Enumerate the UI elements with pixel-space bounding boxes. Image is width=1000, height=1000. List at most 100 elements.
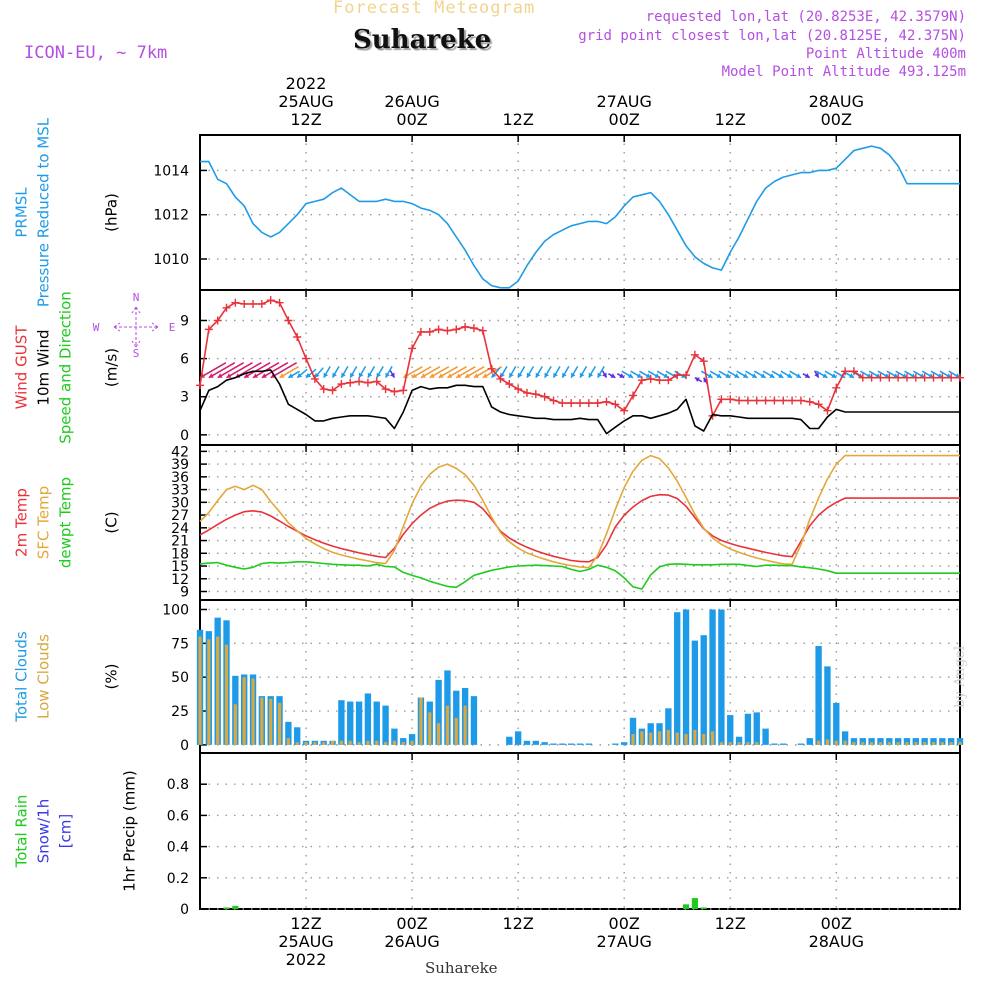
clouds-bar: [727, 715, 734, 745]
wind-gust-marker: [593, 399, 602, 408]
clouds-bar: [921, 738, 928, 745]
wind-gust-marker: [249, 299, 258, 308]
wind-arrow-head: [769, 373, 775, 378]
clouds-bar: [366, 740, 370, 745]
wind-gust-marker: [849, 367, 858, 376]
wind-arrow: [588, 366, 596, 379]
model-label: ICON-EU, ~ 7km: [24, 43, 168, 63]
precip-bar: [700, 907, 707, 909]
temperature-ylabel-series: dewpt Temp: [57, 477, 75, 568]
wind-arrow: [630, 370, 643, 379]
temperature-ylabel-series: SFC Temp: [35, 486, 53, 559]
wind-arrow: [420, 366, 441, 379]
wind-arrow-head: [734, 373, 740, 378]
time-label-bottom: 12Z: [290, 914, 321, 933]
clouds-bar: [700, 635, 707, 745]
wind-arrow-head: [244, 373, 250, 378]
wind-gust-marker: [434, 325, 443, 334]
wind-arrow-head: [910, 373, 916, 378]
wind-gust-marker: [743, 396, 752, 405]
clouds-bar: [841, 731, 849, 745]
point-altitude: Point Altitude 400m: [805, 46, 966, 62]
wind-arrow: [736, 370, 749, 379]
clouds-bar: [445, 705, 450, 745]
clouds-bar: [753, 712, 760, 745]
wind-gust-marker: [620, 406, 629, 415]
clouds-bar: [216, 636, 220, 745]
clouds-bar: [348, 740, 352, 745]
wind-arrow: [411, 366, 432, 379]
clouds-bar: [709, 609, 716, 745]
wind-arrow: [868, 370, 881, 379]
clouds-bar: [771, 743, 778, 745]
wind-arrow: [331, 366, 340, 379]
temperature-ytick-label: 36: [171, 470, 189, 486]
clouds-bar: [665, 708, 672, 745]
wind-ytick-label: 0: [180, 428, 189, 444]
wind-arrow-head: [955, 373, 960, 378]
clouds-bar: [649, 732, 653, 745]
wind-arrow: [340, 366, 349, 379]
wind-arrow-head: [822, 373, 828, 378]
wind-gust-marker: [496, 374, 505, 383]
clouds-bar: [887, 742, 891, 745]
wind-gust-marker: [876, 373, 885, 382]
wind-arrow: [745, 370, 758, 379]
wind-arrow: [517, 366, 526, 379]
wind-gust-marker: [629, 391, 638, 400]
clouds-bar: [870, 742, 874, 745]
wind-arrow-head: [341, 372, 346, 378]
wind-gust-marker: [505, 380, 514, 389]
wind-arrow: [930, 370, 943, 379]
wind-gust-marker: [240, 299, 249, 308]
clouds-bar: [737, 742, 741, 745]
wind-arrow: [813, 370, 820, 379]
temperature-ytick-label: 9: [180, 585, 189, 601]
wind-arrow: [323, 366, 331, 379]
wind-gust-marker: [531, 390, 540, 399]
wind-arrow-head: [760, 373, 766, 378]
clouds-bar: [357, 742, 361, 745]
wind-arrow: [753, 370, 766, 379]
wind-arrow-head: [420, 373, 426, 378]
wind-arrow: [621, 370, 634, 379]
wind-arrow: [287, 370, 301, 379]
wind-arrow-head: [571, 372, 576, 378]
wind-arrow-head: [787, 373, 793, 378]
clouds-bar: [852, 742, 856, 745]
clouds-bar: [567, 743, 575, 745]
clouds-bar: [428, 712, 432, 745]
precip-bar: [682, 904, 690, 909]
wind-arrow: [429, 366, 450, 379]
clouds-bar: [833, 702, 840, 745]
wind-gust-marker: [956, 373, 964, 382]
wind-gust-marker: [673, 371, 682, 380]
temperature-ytick-label: 15: [171, 559, 189, 575]
clouds-bar: [878, 742, 883, 745]
precip-ytick-label: 0.8: [167, 777, 189, 793]
clouds-bar: [382, 705, 389, 745]
wind-arrow-head: [217, 373, 223, 378]
wind-arrow: [601, 370, 608, 379]
wind-gust-marker: [770, 396, 779, 405]
wind-arrow: [824, 370, 837, 379]
wind-arrow: [261, 362, 289, 379]
wind-arrow-head: [288, 373, 294, 378]
wind-arrow-head: [866, 373, 872, 378]
wind-arrow: [647, 370, 660, 379]
clouds-bar: [817, 740, 821, 745]
wind-gust-marker: [213, 316, 222, 325]
wind-gust-marker: [699, 357, 708, 366]
temperature-ytick-label: 27: [171, 508, 189, 524]
wind-arrow: [447, 366, 467, 379]
time-label-top: 26AUG: [384, 92, 439, 111]
clouds-bar: [956, 738, 964, 745]
clouds-bar: [251, 678, 255, 745]
time-label-bottom: 27AUG: [596, 932, 651, 951]
clouds-bar: [797, 743, 805, 745]
wind-arrow-head: [928, 373, 934, 378]
clouds-bar: [419, 697, 423, 745]
clouds-bar: [338, 700, 345, 745]
clouds-bar: [269, 698, 273, 745]
